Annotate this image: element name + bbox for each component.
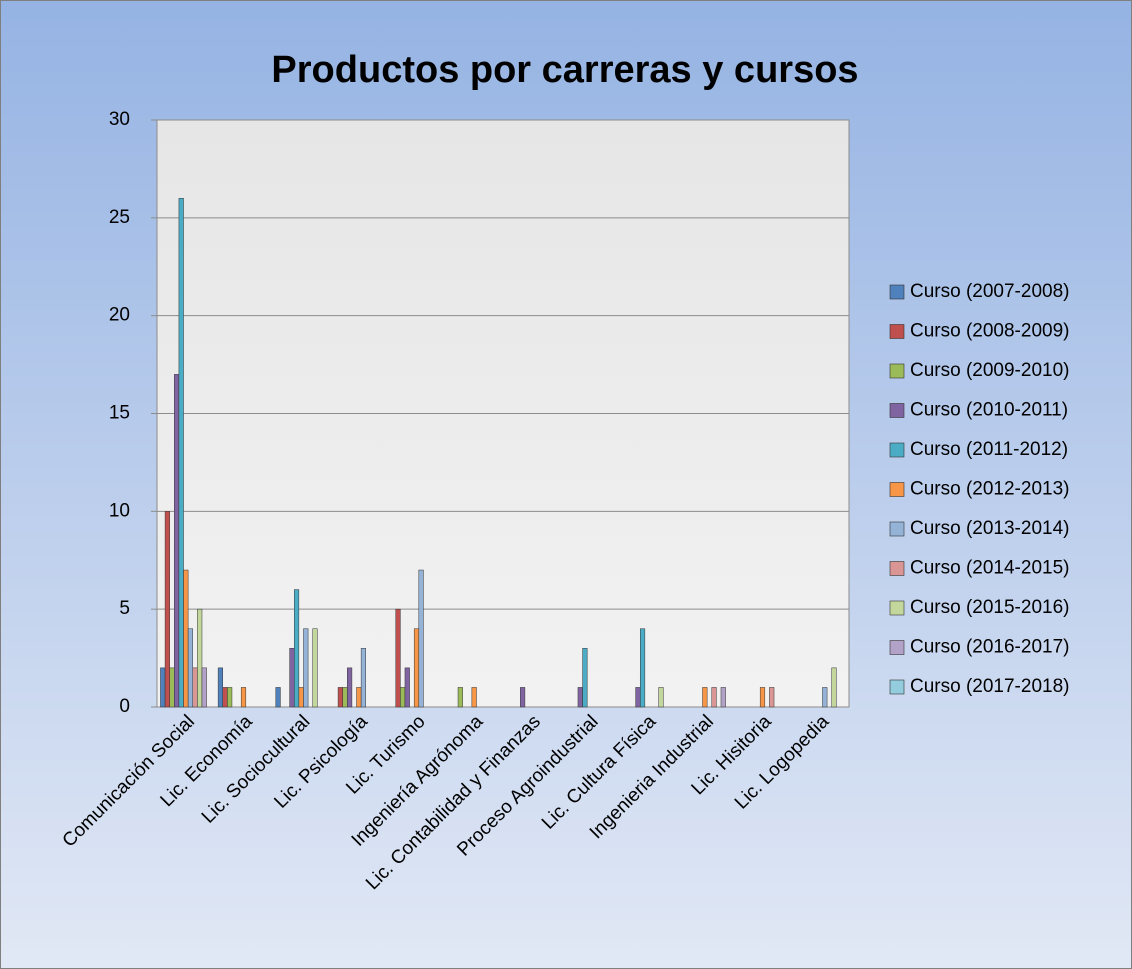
legend-swatch bbox=[889, 284, 905, 300]
bar bbox=[201, 667, 207, 708]
bar bbox=[457, 687, 463, 708]
legend-label: Curso (2012-2013) bbox=[910, 479, 1069, 500]
legend-label: Curso (2017-2018) bbox=[910, 676, 1069, 697]
bar bbox=[240, 687, 247, 708]
bar bbox=[227, 687, 233, 708]
bar bbox=[639, 628, 646, 708]
bar bbox=[395, 608, 401, 708]
bar bbox=[404, 667, 410, 708]
legend-swatch bbox=[889, 324, 905, 339]
y-tick-label: 25 bbox=[109, 207, 130, 228]
bar bbox=[312, 628, 318, 708]
legend-label: Curso (2008-2009) bbox=[910, 321, 1069, 342]
bar bbox=[413, 628, 420, 708]
legend-label: Curso (2007-2008) bbox=[910, 281, 1069, 302]
legend-swatch bbox=[889, 640, 905, 655]
bar bbox=[582, 648, 588, 708]
legend-label: Curso (2009-2010) bbox=[910, 360, 1069, 381]
bar bbox=[217, 667, 223, 708]
legend-label: Curso (2015-2016) bbox=[910, 597, 1069, 618]
legend-swatch bbox=[889, 561, 905, 576]
bar bbox=[347, 667, 353, 708]
legend-swatch bbox=[889, 521, 905, 537]
bar bbox=[197, 608, 203, 708]
legend-label: Curso (2016-2017) bbox=[910, 637, 1069, 658]
bar bbox=[759, 687, 766, 708]
legend-swatch bbox=[889, 482, 905, 497]
y-tick-label: 15 bbox=[109, 403, 130, 424]
bar bbox=[298, 687, 304, 708]
bar bbox=[360, 648, 367, 708]
bar bbox=[822, 687, 828, 708]
bar bbox=[289, 648, 295, 708]
legend-swatch bbox=[889, 679, 905, 695]
legend-label: Curso (2011-2012) bbox=[910, 439, 1068, 460]
bar bbox=[702, 687, 708, 708]
bar bbox=[337, 687, 343, 708]
bar bbox=[164, 511, 170, 708]
y-tick-label: 0 bbox=[119, 696, 130, 717]
bar bbox=[342, 687, 348, 708]
legend-label: Curso (2014-2015) bbox=[910, 558, 1069, 579]
legend-swatch bbox=[889, 403, 905, 418]
bar bbox=[635, 687, 641, 708]
y-tick-label: 10 bbox=[109, 500, 130, 521]
legend-swatch bbox=[889, 363, 905, 379]
y-tick-label: 20 bbox=[109, 305, 130, 326]
bar bbox=[293, 589, 300, 708]
y-tick-label: 5 bbox=[119, 598, 130, 619]
bar bbox=[192, 667, 198, 708]
bar bbox=[174, 374, 180, 708]
bar bbox=[769, 687, 775, 708]
bar bbox=[222, 687, 228, 708]
bar bbox=[356, 687, 362, 708]
bar bbox=[520, 687, 526, 708]
bar bbox=[303, 628, 309, 708]
bar bbox=[400, 687, 406, 708]
y-tick-label: 30 bbox=[109, 109, 130, 130]
bar bbox=[160, 667, 166, 708]
bar bbox=[577, 687, 583, 708]
legend-label: Curso (2013-2014) bbox=[910, 518, 1069, 539]
bar bbox=[711, 687, 717, 708]
legend-label: Curso (2010-2011) bbox=[910, 400, 1068, 421]
bar bbox=[720, 687, 726, 708]
bar bbox=[178, 198, 184, 708]
bar bbox=[418, 569, 424, 708]
chart-title: Productos por carreras y cursos bbox=[271, 49, 858, 91]
bar bbox=[831, 667, 837, 708]
bar bbox=[471, 687, 477, 708]
bar bbox=[187, 628, 194, 708]
bar bbox=[169, 667, 175, 708]
bar bbox=[658, 687, 664, 708]
bar bbox=[275, 687, 281, 708]
bar bbox=[183, 569, 189, 708]
legend-swatch bbox=[889, 600, 905, 616]
legend-swatch bbox=[889, 442, 905, 458]
